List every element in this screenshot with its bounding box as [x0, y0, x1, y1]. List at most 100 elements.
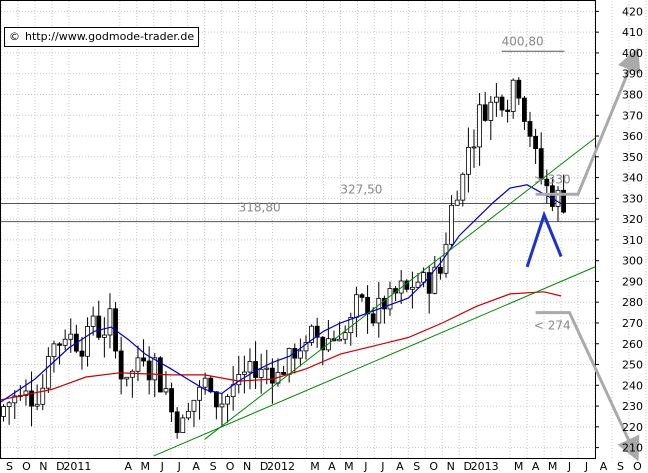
candle-body [247, 361, 253, 373]
x-tick-label: O [22, 460, 31, 473]
x-tick-label: J [584, 460, 588, 473]
y-tick-label: 290 [622, 275, 643, 288]
candle-body [180, 417, 186, 433]
forecast-arrows [525, 47, 641, 462]
x-tick-label: N [243, 460, 251, 473]
candle-body [471, 146, 477, 149]
candle-body [197, 386, 202, 401]
arrow-up [535, 47, 641, 196]
x-tick-label: 2013 [471, 460, 499, 473]
x-tick-label: S [6, 460, 13, 473]
candle-body [202, 377, 208, 388]
candle-body [1, 406, 6, 417]
forecast-peak [525, 210, 563, 268]
x-tick-label: M [548, 460, 558, 473]
level-label: 318,80 [239, 201, 281, 215]
candle-body [135, 357, 141, 372]
candle-body [320, 336, 326, 351]
moving-averages [0, 184, 562, 403]
candle-body [68, 333, 74, 340]
candle-body [85, 326, 90, 357]
x-tick-label: A [532, 460, 540, 473]
candle-body [79, 350, 85, 357]
candle-body [370, 313, 376, 324]
candle-body [45, 356, 51, 389]
trendline [153, 266, 596, 457]
x-tick-label: 2012 [267, 460, 295, 473]
moving-average-short [0, 184, 562, 403]
candle-body [146, 360, 152, 381]
candle-body [129, 370, 135, 378]
y-tick-label: 350 [622, 151, 643, 164]
candle-body [387, 288, 393, 310]
level-label: 327,50 [340, 183, 382, 197]
x-tick-label: M [310, 460, 320, 473]
horizontal-levels: 400,80 327,50 318,80 [1, 34, 595, 223]
candle-body [432, 266, 438, 294]
moving-average-long [0, 291, 562, 401]
candle-body [281, 372, 286, 375]
y-tick-label: 330 [622, 192, 643, 205]
y-tick-label: 210 [622, 442, 643, 455]
candle-body [96, 315, 102, 338]
candle-body [465, 146, 471, 175]
x-tick-label: A [192, 460, 200, 473]
x-tick-label: J [380, 460, 384, 473]
level-label: 400,80 [502, 34, 544, 48]
y-tick-label: 370 [622, 109, 643, 122]
candle-body [219, 403, 225, 408]
y-tick-label: 420 [622, 5, 643, 18]
candle-body [516, 79, 522, 99]
candle-body [415, 281, 421, 288]
candle-body [510, 79, 516, 112]
candle-body [342, 332, 348, 340]
plot-frame [0, 0, 596, 459]
y-tick-label: 320 [622, 213, 643, 226]
candle-body [421, 272, 426, 283]
candle-body [550, 185, 555, 207]
candle-body [107, 308, 113, 336]
candle-body [264, 367, 270, 370]
annotation-label: < 274 [534, 319, 571, 333]
candle-body [443, 243, 449, 274]
x-tick-label: O [226, 460, 235, 473]
x-tick-label: D [260, 460, 268, 473]
candle-body [505, 109, 510, 112]
y-tick-label: 400 [622, 47, 643, 60]
candle-body [409, 286, 415, 290]
x-tick-label: N [447, 460, 455, 473]
candle-body [163, 388, 169, 393]
y-tick-label: 280 [622, 296, 643, 309]
y-tick-label: 340 [622, 172, 643, 185]
candle-body [34, 403, 40, 407]
candle-body [454, 199, 460, 206]
candle-body [124, 376, 130, 380]
arrow-down [535, 311, 640, 462]
candle-body [101, 334, 107, 338]
x-tick-label: M [141, 460, 151, 473]
candle-body [426, 272, 432, 294]
candle-body [269, 367, 275, 384]
x-tick-label: J [567, 460, 571, 473]
y-tick-label: 380 [622, 88, 643, 101]
x-tick-label: J [363, 460, 367, 473]
candle-body [353, 294, 359, 318]
candle-body [62, 338, 68, 346]
candle-body [191, 399, 197, 412]
x-tick-label: A [125, 460, 133, 473]
x-tick-label: S [210, 460, 217, 473]
candle-body [258, 368, 264, 378]
x-tick-label: S [413, 460, 420, 473]
candle-body [185, 410, 191, 419]
watermark-url: http://www.godmode-trader.de [25, 30, 195, 43]
x-tick-label: D [56, 460, 64, 473]
annotations: > 330 < 274 [534, 172, 571, 332]
candle-body [6, 402, 12, 407]
candle-body [544, 178, 550, 187]
candle-body [314, 325, 320, 338]
candle-body [225, 396, 230, 405]
candle-body [398, 280, 404, 294]
candle-body [488, 101, 494, 121]
candle-body [40, 387, 46, 405]
